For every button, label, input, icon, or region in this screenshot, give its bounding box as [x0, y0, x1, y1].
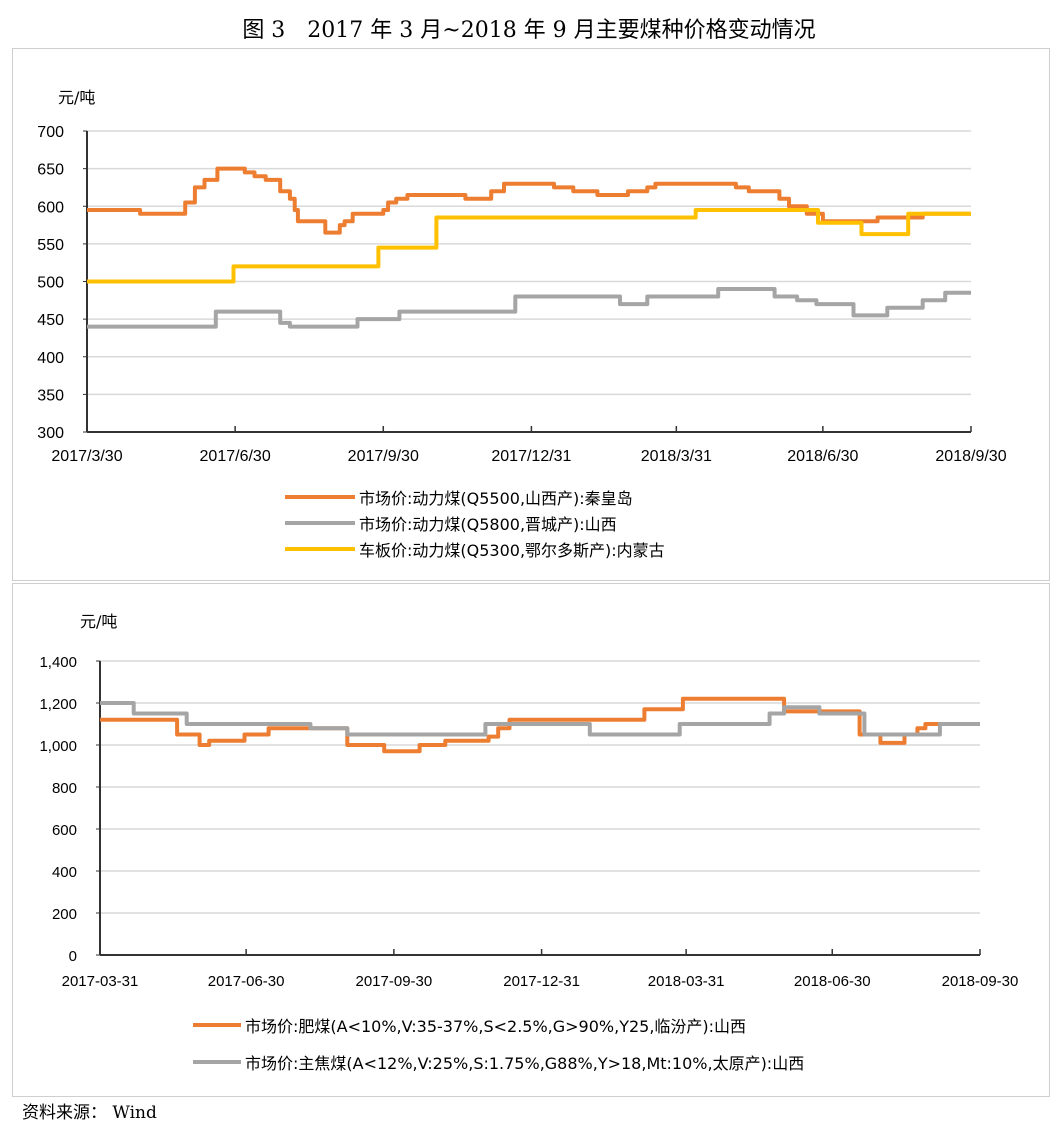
series-line-2	[100, 701, 980, 737]
y-tick-label: 700	[37, 124, 64, 141]
y-axis-label-2: 元/吨	[80, 612, 118, 631]
series-line-2	[87, 287, 971, 329]
y-tick-label: 400	[52, 864, 77, 881]
x-tick-label: 2018-06-30	[794, 973, 871, 990]
legend-label: 市场价:肥煤(A<10%,V:35-37%,S<2.5%,G>90%,Y25,临…	[245, 1017, 747, 1036]
figure-title: 图 3 2017 年 3 月~2018 年 9 月主要煤种价格变动情况	[242, 18, 816, 43]
x-tick-label: 2017-09-30	[356, 973, 433, 990]
y-tick-label: 200	[52, 906, 77, 923]
y-tick-label: 600	[37, 199, 64, 216]
y-tick-label: 400	[37, 350, 64, 367]
x-tick-label: 2017-06-30	[208, 973, 285, 990]
y-tick-label: 1,400	[39, 654, 77, 671]
legend-label: 市场价:动力煤(Q5800,晋城产):山西	[359, 515, 617, 534]
legend-swatch	[193, 1060, 241, 1064]
y-tick-label: 300	[37, 425, 64, 442]
y-tick-label: 1,200	[39, 696, 77, 713]
legend-item: 市场价:动力煤(Q5500,山西产):秦皇岛	[285, 485, 633, 509]
legend-swatch	[285, 495, 355, 499]
y-tick-label: 600	[52, 822, 77, 839]
x-tick-label: 2017/9/30	[348, 448, 419, 465]
legend-item: 市场价:动力煤(Q5800,晋城产):山西	[285, 511, 617, 535]
series-line-1	[87, 166, 971, 235]
legend-swatch	[285, 547, 355, 551]
y-tick-label: 650	[37, 162, 64, 179]
legend-label: 市场价:主焦煤(A<12%,V:25%,S:1.75%,G88%,Y>18,Mt…	[245, 1054, 805, 1073]
legend-item: 市场价:肥煤(A<10%,V:35-37%,S<2.5%,G>90%,Y25,临…	[193, 1013, 746, 1037]
y-tick-label: 450	[37, 312, 64, 329]
x-tick-label: 2017-03-31	[62, 973, 139, 990]
x-tick-label: 2018/3/31	[641, 448, 712, 465]
y-tick-label: 1,000	[39, 738, 77, 755]
y-axis-label-1: 元/吨	[58, 88, 96, 107]
y-tick-label: 350	[37, 387, 64, 404]
chart-panel-2	[12, 583, 1050, 1097]
series-line-3	[87, 208, 971, 284]
y-tick-label: 500	[37, 275, 64, 292]
x-tick-label: 2018/6/30	[787, 448, 858, 465]
x-tick-label: 2018-03-31	[648, 973, 725, 990]
x-tick-label: 2017/12/31	[491, 448, 571, 465]
x-tick-label: 2018/9/30	[935, 448, 1006, 465]
legend-swatch	[193, 1023, 241, 1027]
x-tick-label: 2017/6/30	[200, 448, 271, 465]
legend-label: 市场价:动力煤(Q5500,山西产):秦皇岛	[359, 489, 633, 508]
source-note: 资料来源： Wind	[22, 1103, 157, 1123]
legend-item: 市场价:主焦煤(A<12%,V:25%,S:1.75%,G88%,Y>18,Mt…	[193, 1050, 804, 1074]
y-tick-label: 550	[37, 237, 64, 254]
x-tick-label: 2018-09-30	[942, 973, 1019, 990]
y-tick-label: 800	[52, 780, 77, 797]
y-tick-label: 0	[69, 948, 77, 965]
legend-label: 车板价:动力煤(Q5300,鄂尔多斯产):内蒙古	[359, 541, 665, 560]
x-tick-label: 2017/3/30	[51, 448, 122, 465]
legend-swatch	[285, 521, 355, 525]
x-tick-label: 2017-12-31	[503, 973, 580, 990]
legend-item: 车板价:动力煤(Q5300,鄂尔多斯产):内蒙古	[285, 537, 665, 561]
series-line-1	[100, 696, 980, 754]
